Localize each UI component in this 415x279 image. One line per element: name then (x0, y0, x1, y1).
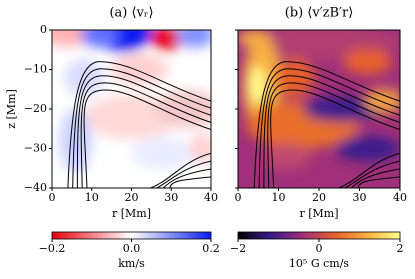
x-tick-label: 40 (204, 191, 218, 204)
contour (169, 176, 211, 188)
field-blob (238, 30, 271, 46)
contour (67, 61, 211, 188)
contour (357, 176, 400, 188)
colorbar-tick-label: −0.2 (39, 242, 66, 255)
y-tick-label: −30 (24, 142, 47, 155)
contours (253, 61, 400, 188)
field-blob (110, 53, 169, 86)
contour (150, 152, 211, 188)
field-blob (150, 30, 183, 51)
x-tick-label: 10 (272, 191, 286, 204)
colorbar-tick-label: 2 (397, 242, 404, 255)
field-blob (131, 137, 196, 170)
heatmap-field (52, 30, 211, 188)
x-tick-label: 30 (164, 191, 178, 204)
contour (83, 89, 211, 188)
colorbar-tick-label: 0.2 (202, 242, 220, 255)
contour (72, 68, 211, 188)
colorbar-label: 10⁵ G cm/s (289, 257, 349, 270)
y-tick-label: 0 (40, 23, 47, 36)
x-axis-label: r [Mm] (112, 207, 151, 220)
field-blob (249, 66, 266, 105)
field-blob (335, 135, 400, 162)
field-blob (155, 90, 211, 128)
contours (67, 61, 211, 188)
y-tick-label: −20 (24, 102, 47, 115)
x-tick-label: 10 (85, 191, 99, 204)
x-tick-label: 20 (125, 191, 139, 204)
field-blobs (238, 30, 400, 170)
contour (267, 82, 400, 188)
x-tick-label: 20 (312, 191, 326, 204)
field-blob (176, 30, 211, 48)
colorbar (51, 231, 212, 240)
x-tick-label: 0 (235, 191, 242, 204)
contour (258, 68, 400, 188)
field-blob (275, 58, 315, 97)
field-blob (364, 88, 400, 114)
y-axis-label: z [Mm] (5, 89, 18, 129)
panel-title: (b) ⟨v′zB′r⟩ (285, 6, 354, 21)
field-blob (262, 143, 311, 170)
y-tick-label: −10 (24, 63, 47, 76)
contour (338, 152, 400, 188)
contour (253, 61, 400, 188)
colorbar-tick-label: 0 (316, 242, 323, 255)
x-axis-label: r [Mm] (299, 207, 338, 220)
heatmap-field (238, 30, 400, 188)
x-tick-label: 0 (49, 191, 56, 204)
y-tick-label: −40 (24, 181, 47, 194)
colorbar-label: km/s (118, 257, 145, 270)
contour (351, 168, 400, 188)
field-blob (64, 58, 103, 97)
field-blob (190, 132, 211, 165)
contour (156, 160, 211, 188)
x-tick-label: 40 (393, 191, 407, 204)
contour (270, 89, 400, 188)
x-tick-label: 30 (353, 191, 367, 204)
contour (263, 75, 400, 188)
contour (344, 160, 400, 188)
panel-title: (a) ⟨vᵣ⟩ (109, 6, 153, 21)
colorbar-tick-label: −2 (230, 242, 246, 255)
contour (80, 82, 211, 188)
field-blob (343, 48, 392, 75)
field-blob (80, 30, 119, 48)
contour (76, 75, 211, 188)
contour (162, 168, 211, 188)
colorbar (237, 231, 401, 240)
colorbar-tick-label: 0.0 (123, 242, 141, 255)
